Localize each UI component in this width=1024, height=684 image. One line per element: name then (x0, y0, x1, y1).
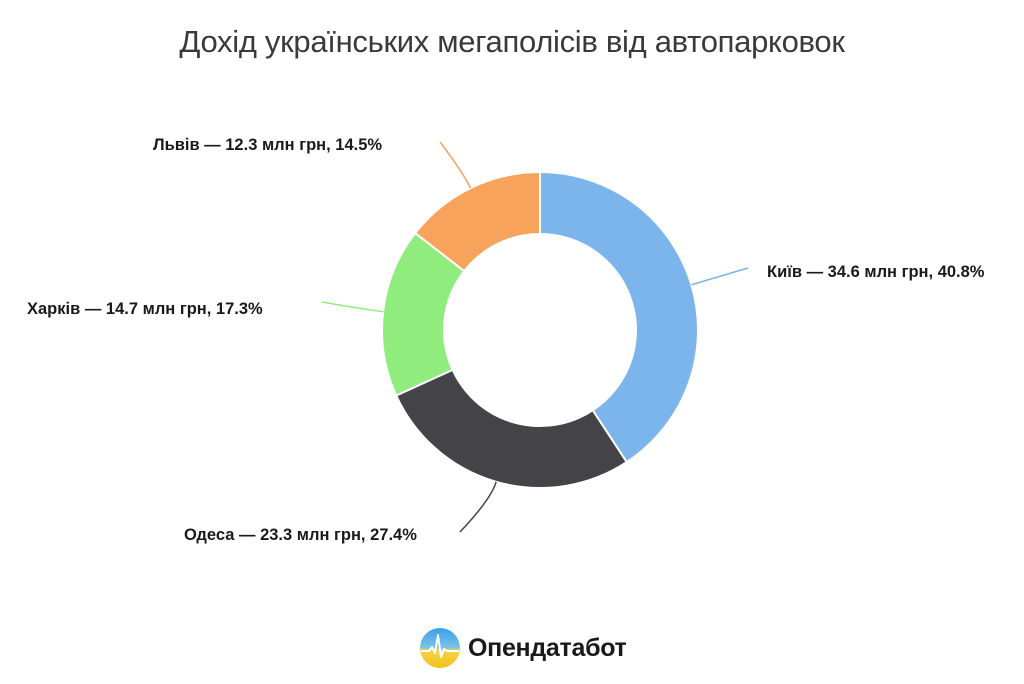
connector-odesa (459, 481, 497, 533)
donut-slices (381, 170, 699, 489)
connector-kharkiv (321, 301, 384, 313)
label-connectors (321, 141, 749, 533)
opendatabot-logo: Опендатабот (419, 627, 627, 669)
slice-odesa (394, 368, 629, 489)
chart-title: Дохід українських мегаполісів від автопа… (179, 24, 845, 59)
slice-kyiv (539, 170, 699, 464)
label-lviv: Львів — 12.3 млн грн, 14.5% (153, 136, 383, 154)
slice-lviv (413, 170, 541, 273)
connector-lviv (439, 141, 472, 189)
label-kyiv: Київ — 34.6 млн грн, 40.8% (767, 263, 985, 281)
label-kharkiv: Харків — 14.7 млн грн, 17.3% (27, 300, 263, 318)
opendatabot-logo-text: Опендатабот (468, 633, 627, 662)
label-odesa: Одеса — 23.3 млн грн, 27.4% (184, 526, 417, 544)
connector-kyiv (691, 267, 749, 286)
opendatabot-logo-icon (420, 628, 460, 668)
